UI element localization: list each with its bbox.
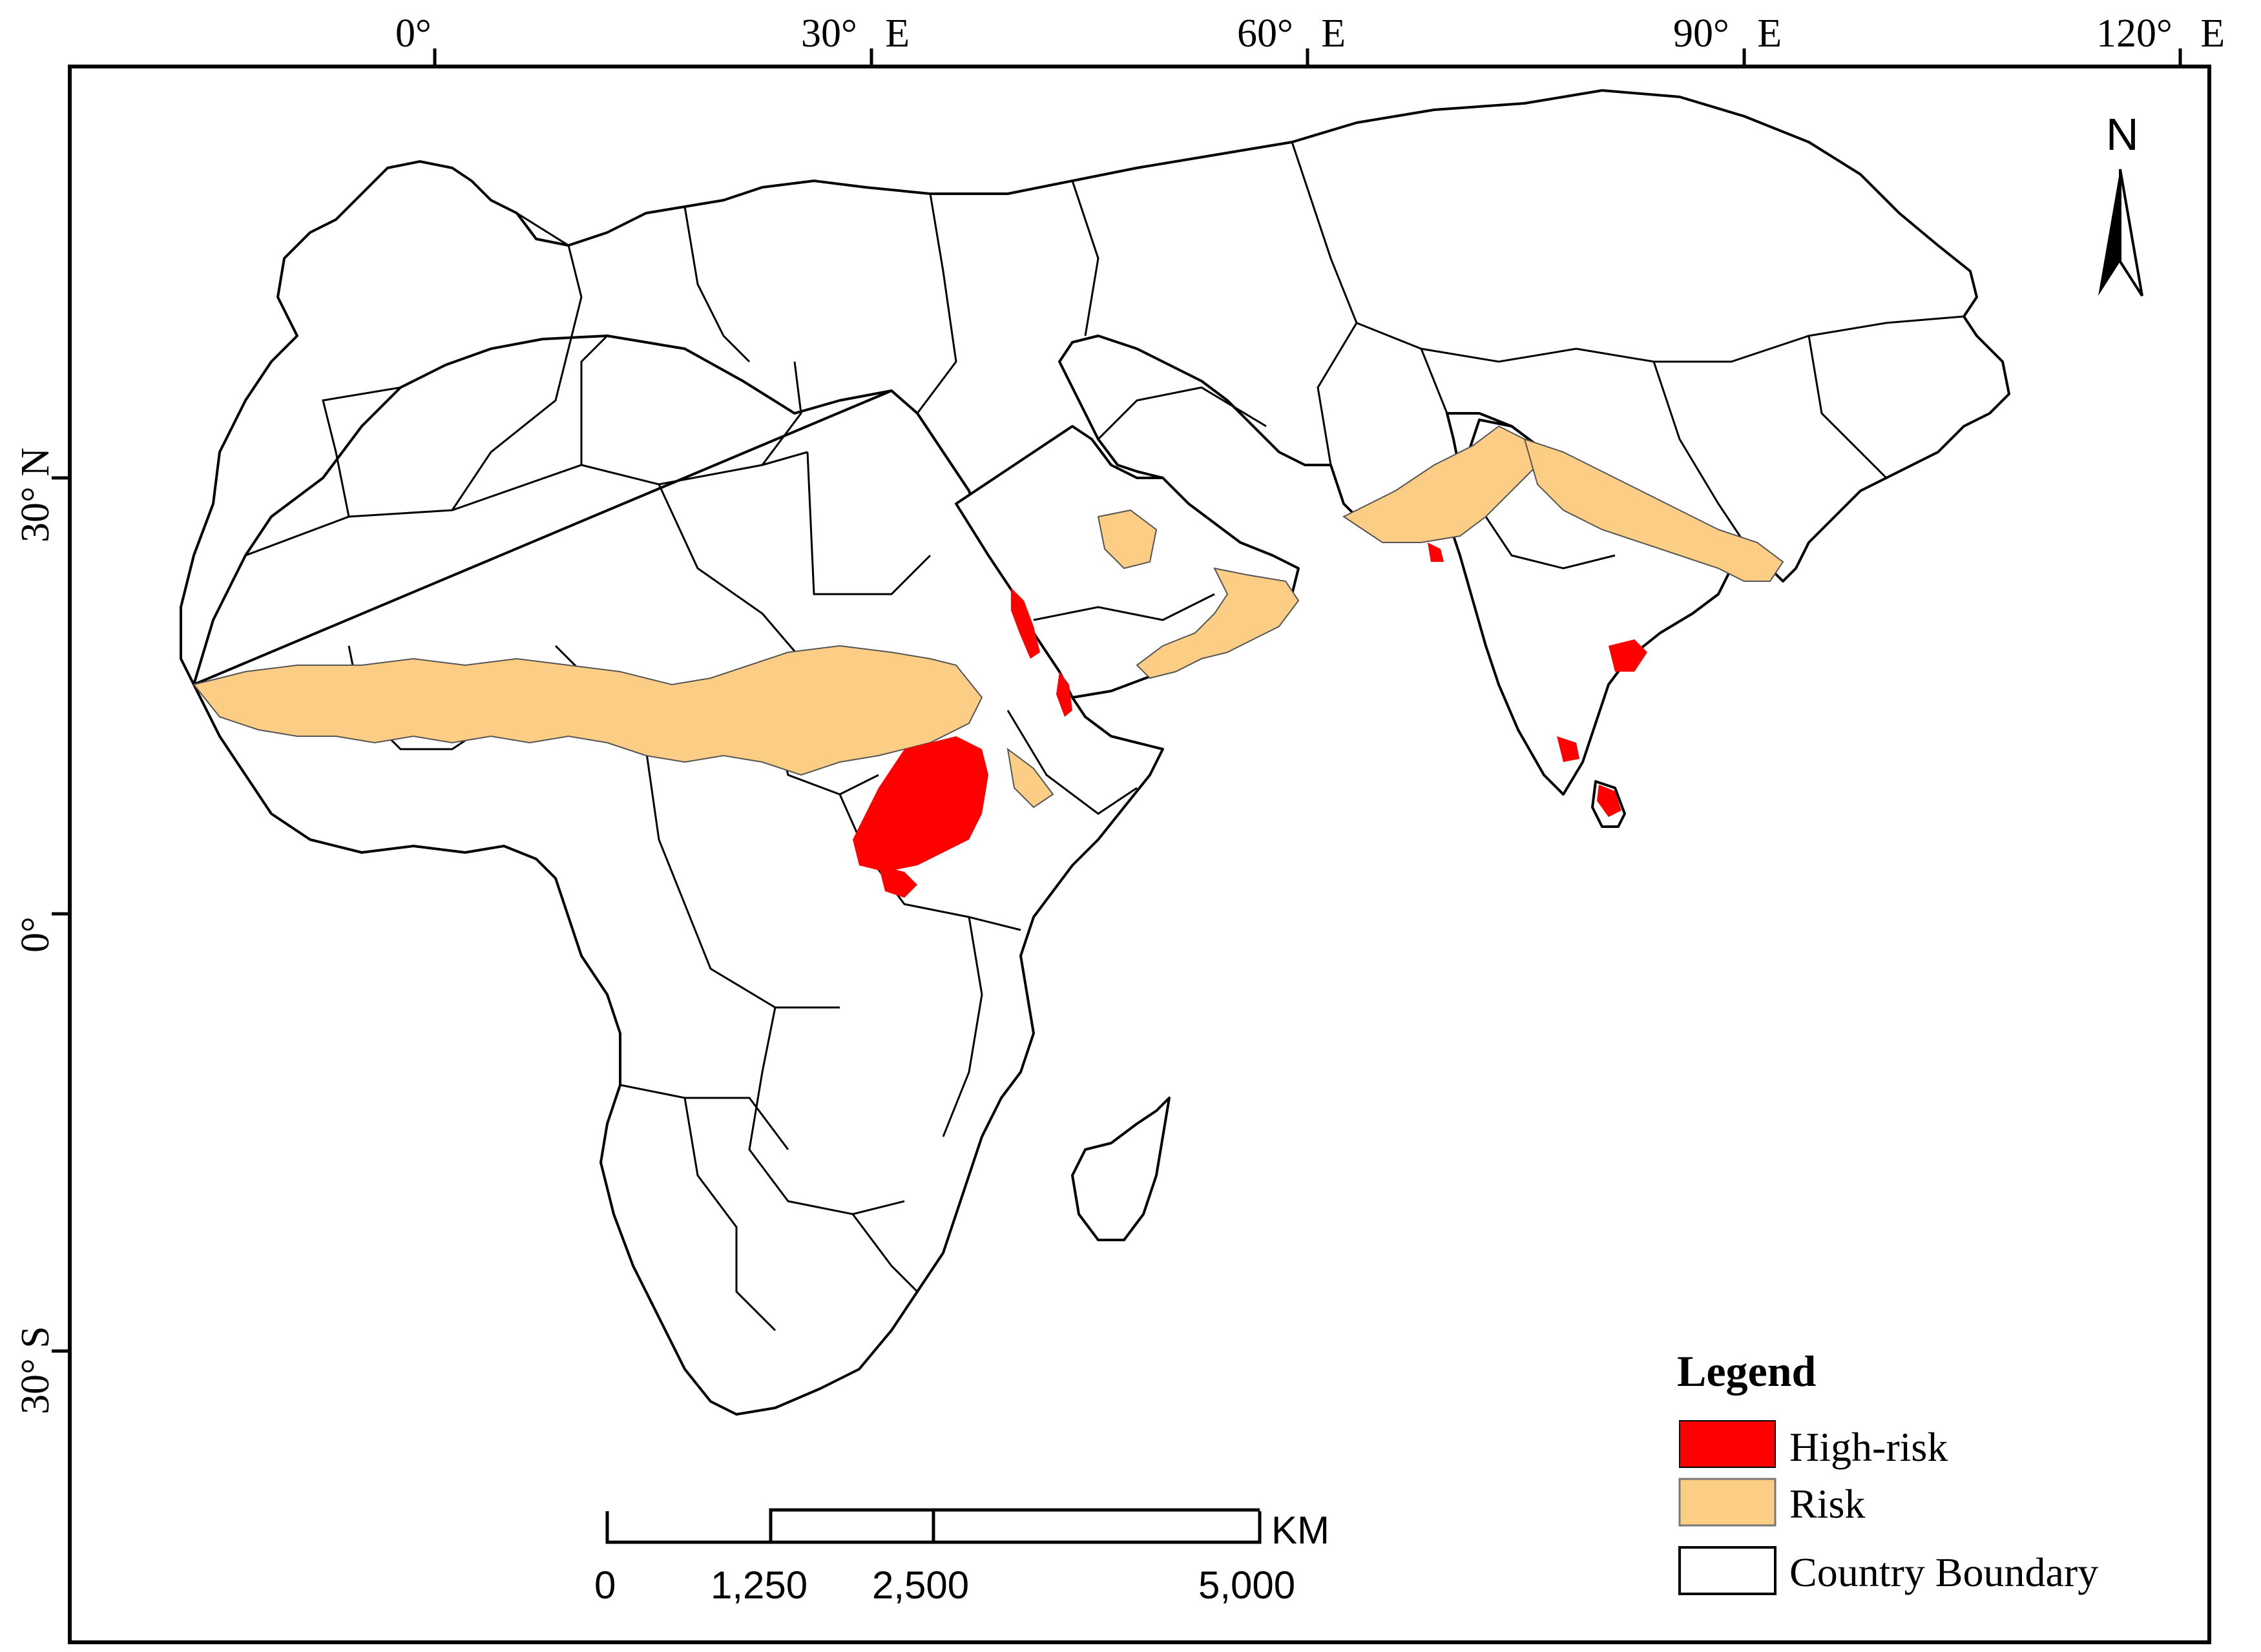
risk-zones [193, 425, 1784, 809]
lat-label: 30° N [14, 448, 57, 542]
high-risk-zone-red-sea-coast [1011, 588, 1040, 659]
north-arrow-label: N [2106, 109, 2139, 160]
legend-label: Risk [1789, 1481, 1865, 1527]
high-risk-zone-sri-lanka [1597, 785, 1621, 817]
lat-label: 30° S [14, 1326, 57, 1414]
high-risk-zone-uganda [879, 865, 917, 898]
risk-zone-ethiopia [1006, 747, 1054, 809]
legend-title: Legend [1677, 1347, 1817, 1396]
high-risk-zone-south-sudan [853, 736, 988, 872]
left-axis-labels: 30° N 0° 30° S [14, 448, 57, 1414]
scale-unit: KM [1271, 1509, 1329, 1552]
lon-label: 30° E [801, 12, 910, 56]
africa-landmass [193, 389, 1164, 1416]
risk-zone-arabia-central [1097, 509, 1158, 570]
legend-swatch-risk [1678, 1478, 1776, 1527]
legend: Legend High-risk Risk Country Boundary [1677, 1347, 2098, 1595]
scale-tick-label: 5,000 [1198, 1564, 1295, 1607]
scale-bar: KM 0 1,250 2,500 5,000 [594, 1508, 1329, 1607]
north-arrow: N [2098, 109, 2143, 297]
legend-label: Country Boundary [1789, 1549, 2098, 1595]
high-risk-zone-yemen [1056, 672, 1072, 717]
legend-label: High-risk [1789, 1424, 1948, 1470]
scale-tick-label: 0 [594, 1564, 616, 1607]
lon-label: 90° E [1673, 12, 1782, 56]
legend-swatch-high-risk [1679, 1420, 1776, 1468]
risk-zone-ganges [1523, 438, 1784, 582]
legend-swatch-country-boundary [1678, 1546, 1776, 1595]
high-risk-zone-gujarat [1428, 542, 1444, 562]
lon-label: 0° [395, 12, 432, 56]
scale-tick-label: 1,250 [711, 1564, 808, 1607]
top-axis-labels: 0° 30° E 60° E 90° E 120° E [395, 12, 2225, 56]
high-risk-zone-india-south [1557, 736, 1579, 762]
landmasses [180, 89, 2010, 1416]
lat-label: 0° [14, 916, 57, 953]
high-risk-zone-india-east [1609, 639, 1647, 672]
scale-tick-label: 2,500 [872, 1564, 969, 1607]
risk-zone-arabia-east [1136, 567, 1300, 679]
graticule-ticks [52, 48, 2182, 1353]
lon-label: 60° E [1237, 12, 1346, 56]
north-arrow-icon [2098, 169, 2143, 297]
lon-label: 120° E [2096, 12, 2225, 56]
map-frame [68, 65, 2211, 1644]
high-risk-zones [853, 542, 1647, 898]
madagascar-landmass [1071, 1097, 1171, 1241]
